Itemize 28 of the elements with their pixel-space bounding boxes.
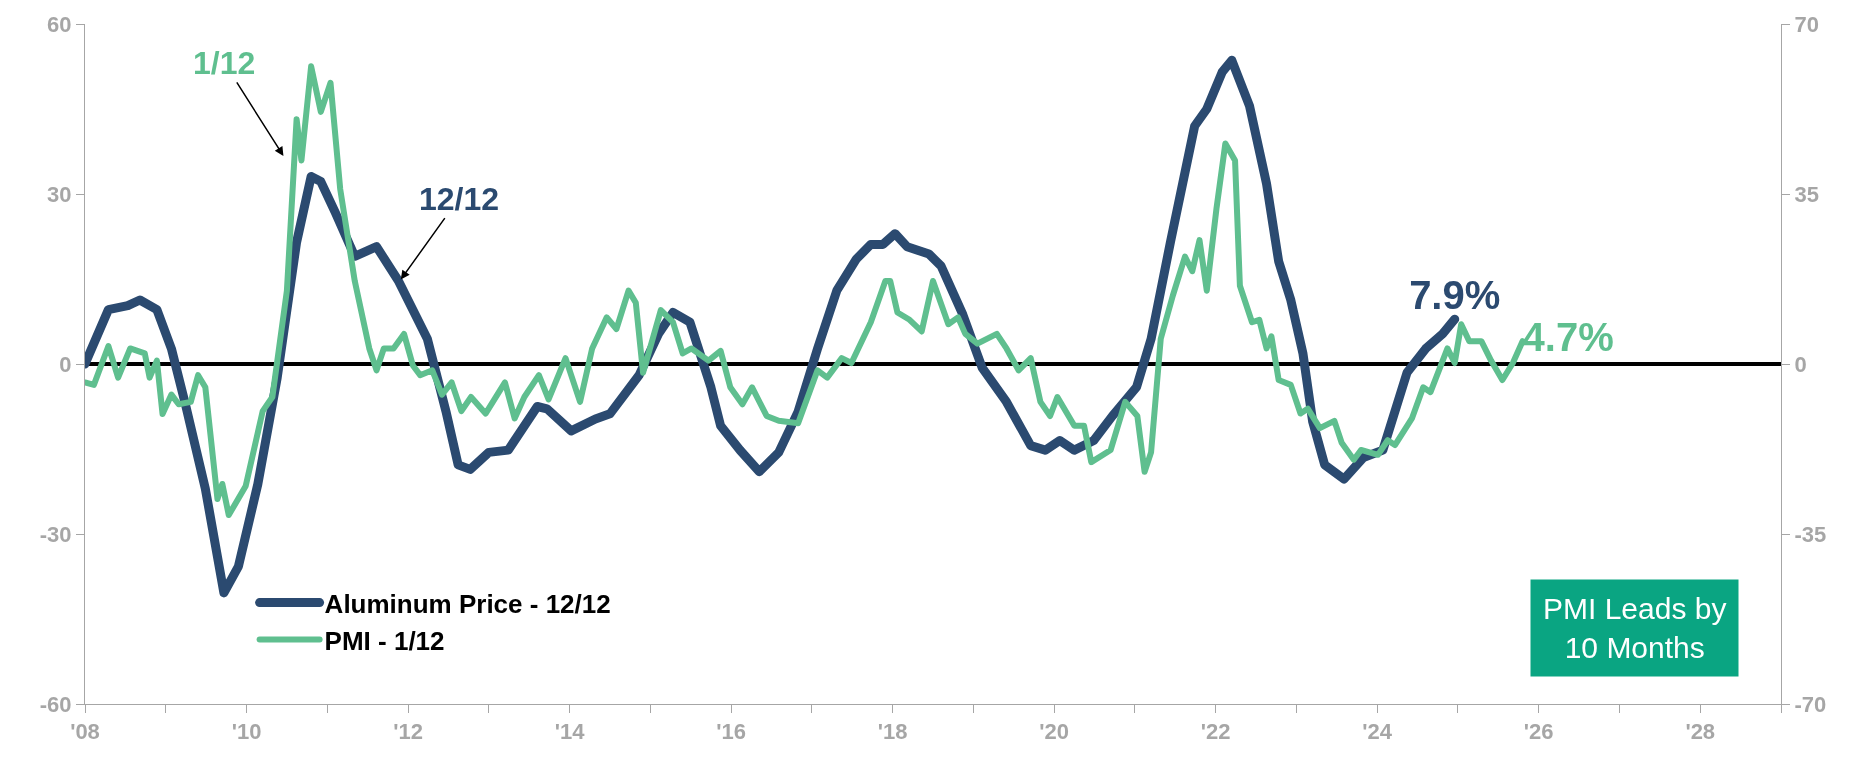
x-tick-label: '16 [716,719,746,745]
data-label: 7.9% [1409,273,1501,318]
y2-tick-label: -70 [1794,691,1827,717]
annotation: 1/12 [193,45,256,81]
y-tick-label: 60 [47,11,72,37]
y-tick-label: 0 [59,351,72,377]
x-tick-label: '18 [877,719,908,745]
x-tick-label: '12 [393,719,423,745]
data-label: 4.7% [1522,315,1614,360]
annotation: 12/12 [419,181,500,217]
y2-tick-label: 70 [1794,11,1819,37]
x-tick-label: '24 [1362,719,1393,745]
x-tick-label: '20 [1039,719,1069,745]
legend-label: Aluminum Price - 12/12 [324,588,611,619]
y-tick-label: -30 [39,521,72,547]
x-tick-label: '10 [231,719,262,745]
x-tick-label: '14 [554,719,586,745]
x-tick-label: '22 [1200,719,1231,745]
y2-tick-label: 0 [1794,351,1807,377]
y2-tick-label: 35 [1794,181,1819,207]
x-tick-label: '26 [1523,719,1554,745]
y2-tick-label: -35 [1794,521,1827,547]
x-tick-label: '28 [1685,719,1716,745]
annotation: PMI Leads by 10 Months [1543,592,1727,664]
y-tick-label: 30 [47,181,72,207]
legend-label: PMI - 1/12 [324,625,445,656]
y-tick-label: -60 [39,691,72,717]
x-tick-label: '08 [70,719,100,745]
